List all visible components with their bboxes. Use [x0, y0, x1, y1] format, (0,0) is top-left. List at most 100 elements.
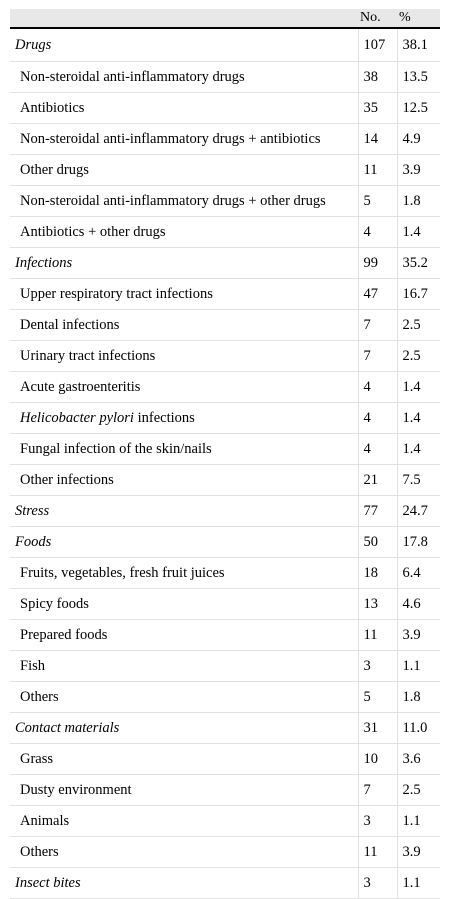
row-label: Stress	[10, 495, 359, 527]
row-count: 107	[358, 28, 398, 62]
row-count: 21	[358, 464, 398, 496]
table-row: Animals 3 1.1	[10, 805, 440, 837]
row-count: 3	[358, 805, 398, 837]
row-count: 77	[358, 495, 398, 527]
row-percent: 1.1	[397, 650, 440, 682]
row-percent: 1.8	[397, 185, 440, 217]
row-percent: 1.8	[397, 681, 440, 713]
header-no: No.	[358, 9, 397, 29]
row-count: 4	[358, 402, 398, 434]
row-label: Upper respiratory tract infections	[10, 278, 359, 310]
row-percent: 1.1	[397, 867, 440, 899]
row-percent: 3.6	[397, 743, 440, 775]
category-row: Insect bites 3 1.1	[10, 867, 440, 899]
triggers-table: No. % Drugs 107 38.1 Non-steroidal anti-inf…	[10, 9, 440, 899]
row-label: Other drugs	[10, 154, 359, 186]
row-count: 31	[358, 712, 398, 744]
row-label: Dental infections	[10, 309, 359, 341]
row-label: Others	[10, 681, 359, 713]
row-label: Antibiotics + other drugs	[10, 216, 359, 248]
row-percent: 35.2	[397, 247, 440, 279]
row-count: 3	[358, 867, 398, 899]
row-count: 4	[358, 433, 398, 465]
row-label: Non-steroidal anti-inflammatory drugs + …	[10, 123, 359, 155]
table-row: Non-steroidal anti-inflammatory drugs + …	[10, 123, 440, 155]
row-percent: 13.5	[397, 61, 440, 93]
row-label: Spicy foods	[10, 588, 359, 620]
row-percent: 1.4	[397, 216, 440, 248]
category-row: Drugs 107 38.1	[10, 28, 440, 62]
row-count: 50	[358, 526, 398, 558]
table-row: Others 5 1.8	[10, 681, 440, 713]
table-body: Drugs 107 38.1 Non-steroidal anti-inflammat…	[10, 28, 440, 899]
row-count: 11	[358, 619, 398, 651]
table-row: Fish 3 1.1	[10, 650, 440, 682]
row-count: 7	[358, 309, 398, 341]
row-percent: 1.4	[397, 402, 440, 434]
row-percent: 16.7	[397, 278, 440, 310]
table-row: Fungal infection of the skin/nails 4 1.4	[10, 433, 440, 465]
row-label-italic: Helicobacter pylori	[20, 410, 134, 426]
row-percent: 1.4	[397, 433, 440, 465]
row-label: Contact materials	[10, 712, 359, 744]
row-count: 4	[358, 371, 398, 403]
row-label: Fruits, vegetables, fresh fruit juices	[10, 557, 359, 589]
row-label: Non-steroidal anti-inflammatory drugs	[10, 61, 359, 93]
row-count: 18	[358, 557, 398, 589]
row-label: Fish	[10, 650, 359, 682]
row-count: 14	[358, 123, 398, 155]
row-label: Prepared foods	[10, 619, 359, 651]
table-header: No. %	[10, 9, 440, 29]
row-percent: 1.4	[397, 371, 440, 403]
row-label: Animals	[10, 805, 359, 837]
row-percent: 6.4	[397, 557, 440, 589]
row-label: Fungal infection of the skin/nails	[10, 433, 359, 465]
table-row: Helicobacter pylori infections 4 1.4	[10, 402, 440, 434]
row-label: Other infections	[10, 464, 359, 496]
table-row: Grass 10 3.6	[10, 743, 440, 775]
table-row: Dusty environment 7 2.5	[10, 774, 440, 806]
table-row: Acute gastroenteritis 4 1.4	[10, 371, 440, 403]
row-label: Helicobacter pylori infections	[10, 402, 359, 434]
row-percent: 1.1	[397, 805, 440, 837]
table-row: Non-steroidal anti-inflammatory drugs 38 1…	[10, 61, 440, 93]
header-label-cell	[10, 9, 358, 29]
row-percent: 7.5	[397, 464, 440, 496]
category-row: Foods 50 17.8	[10, 526, 440, 558]
table-row: Others 11 3.9	[10, 836, 440, 868]
row-label: Others	[10, 836, 359, 868]
row-count: 5	[358, 185, 398, 217]
row-percent: 17.8	[397, 526, 440, 558]
row-label-rest: infections	[133, 410, 195, 426]
row-percent: 12.5	[397, 92, 440, 124]
row-count: 11	[358, 836, 398, 868]
row-percent: 2.5	[397, 340, 440, 372]
table-row: Fruits, vegetables, fresh fruit juices 18…	[10, 557, 440, 589]
table-row: Spicy foods 13 4.6	[10, 588, 440, 620]
row-count: 99	[358, 247, 398, 279]
row-count: 7	[358, 340, 398, 372]
row-percent: 4.6	[397, 588, 440, 620]
row-percent: 24.7	[397, 495, 440, 527]
row-label: Urinary tract infections	[10, 340, 359, 372]
row-count: 13	[358, 588, 398, 620]
row-label: Antibiotics	[10, 92, 359, 124]
row-label: Acute gastroenteritis	[10, 371, 359, 403]
row-count: 3	[358, 650, 398, 682]
row-label: Infections	[10, 247, 359, 279]
row-count: 47	[358, 278, 398, 310]
table-row: Upper respiratory tract infections 47 16.7	[10, 278, 440, 310]
row-label: Grass	[10, 743, 359, 775]
table-row: Dental infections 7 2.5	[10, 309, 440, 341]
row-percent: 11.0	[397, 712, 440, 744]
row-label: Dusty environment	[10, 774, 359, 806]
row-count: 11	[358, 154, 398, 186]
table-row: Prepared foods 11 3.9	[10, 619, 440, 651]
row-percent: 2.5	[397, 774, 440, 806]
row-count: 7	[358, 774, 398, 806]
row-percent: 3.9	[397, 619, 440, 651]
row-percent: 3.9	[397, 836, 440, 868]
row-percent: 2.5	[397, 309, 440, 341]
table-row: Antibiotics 35 12.5	[10, 92, 440, 124]
table-row: Other infections 21 7.5	[10, 464, 440, 496]
